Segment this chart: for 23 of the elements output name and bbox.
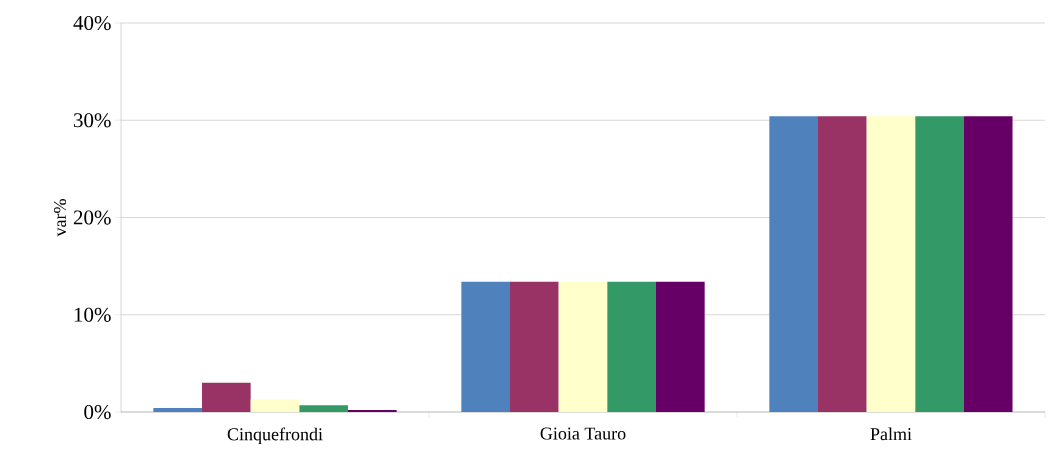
- bar: [915, 116, 964, 412]
- y-tick-label: 30%: [73, 113, 111, 128]
- bar: [202, 382, 251, 412]
- y-tick-label: 40%: [73, 15, 111, 31]
- y-tick-label: 20%: [73, 210, 111, 225]
- bar: [250, 399, 300, 412]
- bar: [299, 405, 348, 412]
- bar: [656, 281, 705, 412]
- bar: [769, 116, 819, 412]
- x-tick-label: Gioia Tauro: [540, 427, 626, 440]
- y-tick-label: 0%: [84, 404, 111, 420]
- bar: [818, 116, 867, 412]
- y-tick-label: 10%: [74, 307, 111, 322]
- bar: [461, 281, 511, 412]
- y-axis-title: var%: [53, 199, 67, 237]
- x-tick-label: Cinquefrondi: [227, 427, 323, 445]
- x-tick-label: Palmi: [870, 427, 912, 441]
- bar: [153, 408, 202, 412]
- bar: [964, 116, 1013, 412]
- bar: [510, 281, 559, 412]
- bar: [607, 281, 656, 412]
- bar: [866, 116, 916, 412]
- bar: [558, 281, 608, 412]
